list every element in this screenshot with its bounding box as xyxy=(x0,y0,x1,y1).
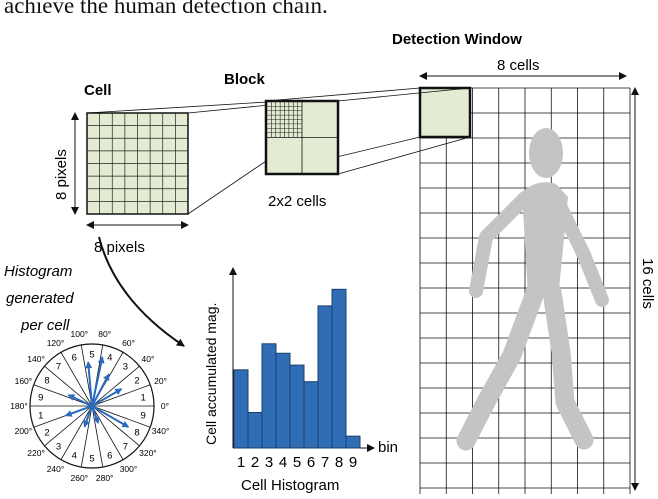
compass-bin-number: 3 xyxy=(56,441,61,452)
compass-bin-number: 1 xyxy=(141,392,146,403)
compass-bin-number: 2 xyxy=(134,376,139,387)
block-title: Block xyxy=(224,71,266,88)
gradient-vector xyxy=(91,388,123,407)
compass-angle-label: 0° xyxy=(161,401,169,411)
compass-bin-number: 3 xyxy=(123,362,128,373)
bin-tick-label: 1 xyxy=(237,454,245,471)
bin-tick-label: 7 xyxy=(321,454,329,471)
compass-bin-number: 6 xyxy=(107,450,112,461)
compass-bin-number: 5 xyxy=(89,350,94,361)
curved-arrow xyxy=(98,236,185,347)
compass-angle-label: 120° xyxy=(47,338,65,348)
compass-bin-number: 6 xyxy=(72,353,77,364)
compass-bin-number: 4 xyxy=(72,450,77,461)
block-pixel-grid xyxy=(267,102,302,137)
histogram-bar xyxy=(345,435,361,449)
bin-tick-label: 8 xyxy=(335,454,343,471)
header-text: achieve the human detection chain. xyxy=(4,0,328,18)
compass-spoke xyxy=(44,405,93,447)
compass-angle-label: 80° xyxy=(98,329,111,339)
bin-tick-label: 6 xyxy=(307,454,315,471)
gradient-vector xyxy=(67,394,93,407)
histogram-bar xyxy=(247,411,263,449)
compass-angle-label: 180° xyxy=(10,401,28,411)
histogram-bar xyxy=(317,305,333,449)
compass-spoke xyxy=(91,384,151,407)
histogram-bar xyxy=(303,381,319,449)
compass-spoke xyxy=(60,352,93,407)
eight-cells-label: 8 cells xyxy=(497,57,540,74)
histogram-bar xyxy=(289,364,305,449)
bin-tick-label: 9 xyxy=(349,454,357,471)
gradient-vector xyxy=(91,405,130,428)
cell-pixel-grid xyxy=(87,113,188,214)
histogram-bar xyxy=(331,288,347,449)
gradient-vector xyxy=(83,405,93,428)
cell-title: Cell xyxy=(84,82,112,99)
histogram-note-line-3: per cell xyxy=(20,317,70,334)
compass-angle-label: 320° xyxy=(139,448,157,458)
compass-spoke xyxy=(91,405,151,428)
compass-angle-label: 60° xyxy=(122,338,135,348)
x-axis-label: bin xyxy=(378,439,398,456)
compass-angle-label: 240° xyxy=(47,464,65,474)
compass-angle-label: 340° xyxy=(152,426,170,436)
detection-window-title: Detection Window xyxy=(392,31,522,48)
cell xyxy=(86,112,189,215)
gradient-vector xyxy=(64,405,93,417)
compass-bin-number: 2 xyxy=(44,428,49,439)
gradient-vector xyxy=(91,405,100,424)
gradient-vector xyxy=(85,361,93,407)
compass-angle-label: 300° xyxy=(120,464,138,474)
cell-histogram-chart: Cell accumulated mag. bin Cell Histogram… xyxy=(203,267,398,494)
histogram-bar xyxy=(233,369,249,449)
histogram-title: Cell Histogram xyxy=(241,477,339,494)
histogram-bar xyxy=(275,352,291,449)
compass-angle-label: 160° xyxy=(15,376,33,386)
gradient-vector xyxy=(91,373,110,407)
compass-angle-label: 200° xyxy=(15,426,33,436)
compass-bin-number: 8 xyxy=(44,376,49,387)
block-size-label: 2x2 cells xyxy=(268,193,326,210)
compass-bin-number: 9 xyxy=(141,411,146,422)
histogram-note-line-1: Histogram xyxy=(4,263,72,280)
person-silhouette xyxy=(456,128,609,451)
compass-angle-label: 140° xyxy=(27,354,45,364)
compass-bin-number: 1 xyxy=(38,411,43,422)
compass-angle-label: 260° xyxy=(71,473,89,483)
cell-width-label: 8 pixels xyxy=(94,239,145,256)
gradient-vector xyxy=(91,356,105,407)
bin-tick-label: 4 xyxy=(279,454,287,471)
histogram-bar xyxy=(261,343,277,449)
compass-spoke xyxy=(91,405,124,460)
highlighted-window-cell xyxy=(418,86,472,139)
bin-tick-label: 2 xyxy=(251,454,259,471)
cell-height-label: 8 pixels xyxy=(53,149,70,200)
bin-tick-label: 3 xyxy=(265,454,273,471)
compass-spoke xyxy=(91,405,140,447)
compass-angle-label: 280° xyxy=(96,473,114,483)
compass-bin-number: 9 xyxy=(38,392,43,403)
y-axis-label: Cell accumulated mag. xyxy=(203,303,219,445)
compass-bin-number: 5 xyxy=(89,454,94,465)
compass-spoke xyxy=(91,365,140,407)
bin-tick-label: 5 xyxy=(293,454,301,471)
histogram-note-line-2: generated xyxy=(6,290,74,307)
compass-bin-number: 8 xyxy=(134,428,139,439)
compass-angle-label: 220° xyxy=(27,448,45,458)
compass-spoke xyxy=(80,405,93,468)
compass-spoke xyxy=(60,405,93,460)
compass-bin-number: 7 xyxy=(123,441,128,452)
compass-angle-label: 100° xyxy=(71,329,89,339)
compass-angle-label: 20° xyxy=(154,376,167,386)
compass-bin-number: 7 xyxy=(56,362,61,373)
sixteen-cells-label: 16 cells xyxy=(639,258,656,309)
compass-bin-number: 4 xyxy=(107,353,112,364)
block xyxy=(264,99,340,176)
compass-angle-label: 40° xyxy=(141,354,154,364)
orientation-compass: 0°120°240°360°480°5100°6120°7140°8160°91… xyxy=(10,329,169,483)
compass-spoke xyxy=(44,365,93,407)
